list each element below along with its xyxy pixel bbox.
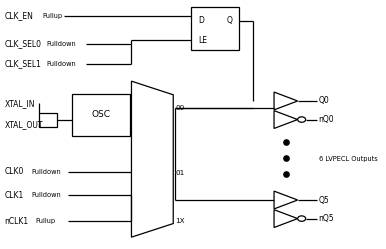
Text: nQ0: nQ0 (318, 115, 334, 124)
Text: nQ5: nQ5 (318, 214, 334, 223)
Text: 00: 00 (175, 105, 184, 111)
Text: Q5: Q5 (318, 195, 329, 204)
Text: 6 LVPECL Outputs: 6 LVPECL Outputs (318, 156, 377, 162)
Text: Pullup: Pullup (42, 12, 63, 19)
Bar (71, 94, 130, 136)
Text: Q0: Q0 (318, 96, 329, 106)
Text: Pullup: Pullup (35, 218, 55, 224)
Text: CLK1: CLK1 (4, 190, 24, 199)
Text: CLK_SEL1: CLK_SEL1 (4, 59, 41, 68)
Text: D: D (198, 16, 204, 25)
Text: XTAL_OUT: XTAL_OUT (4, 120, 43, 129)
Text: LE: LE (198, 36, 207, 45)
Text: CLK_SEL0: CLK_SEL0 (4, 40, 41, 49)
Text: Pulldown: Pulldown (32, 192, 61, 198)
Text: OSC: OSC (91, 110, 110, 119)
Text: Q: Q (226, 16, 232, 25)
Text: XTAL_IN: XTAL_IN (4, 99, 35, 108)
Bar (191, 7, 239, 50)
Text: 01: 01 (175, 170, 184, 176)
Text: CLK_EN: CLK_EN (4, 11, 33, 20)
Text: 1X: 1X (175, 218, 185, 224)
Text: Pulldown: Pulldown (32, 169, 61, 175)
Text: nCLK1: nCLK1 (4, 217, 29, 226)
Text: Pulldown: Pulldown (46, 61, 76, 67)
Text: Pulldown: Pulldown (46, 41, 76, 47)
Text: CLK0: CLK0 (4, 167, 24, 176)
Bar (39, 113, 57, 127)
